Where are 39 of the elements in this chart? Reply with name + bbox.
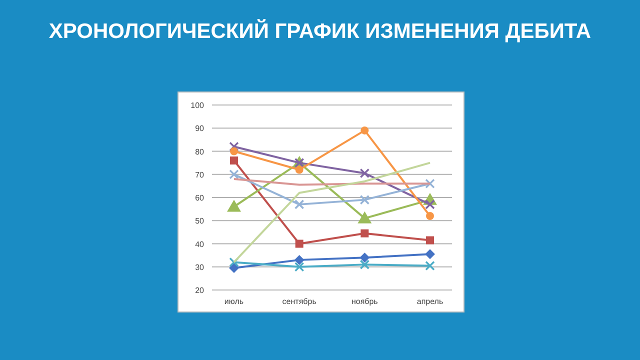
chart-title: ХРОНОЛОГИЧЕСКИЙ ГРАФИК ИЗМЕНЕНИЯ ДЕБИТА: [48, 18, 592, 43]
point: [294, 262, 304, 272]
point: [425, 200, 435, 210]
point: [425, 178, 435, 189]
point: [425, 249, 435, 260]
point: [295, 240, 304, 248]
y-tick-label: 30: [195, 262, 205, 272]
point: [360, 260, 370, 270]
point: [360, 229, 369, 238]
point: [425, 260, 435, 271]
point: [426, 236, 434, 244]
point: [230, 156, 238, 164]
point: [229, 257, 239, 268]
point: [360, 168, 370, 178]
point: [360, 194, 370, 205]
y-tick-label: 40: [195, 240, 205, 249]
point: [360, 252, 370, 263]
x-tick-label: июль: [224, 297, 244, 306]
y-tick-label: 70: [195, 170, 205, 180]
point: [294, 200, 304, 210]
x-tick-label: апрель: [416, 297, 444, 306]
point: [230, 147, 238, 156]
y-tick-label: 80: [195, 147, 205, 156]
point: [294, 254, 304, 265]
y-tick-label: 60: [195, 194, 205, 202]
line-series: [233, 162, 431, 264]
point: [358, 211, 372, 224]
x-tick-label: сентябрь: [282, 297, 316, 306]
point: [295, 166, 304, 174]
point: [227, 200, 241, 212]
point: [229, 169, 239, 180]
x-tick-label: ноябрь: [351, 297, 378, 306]
y-tick-label: 20: [195, 286, 205, 295]
y-tick-label: 90: [195, 124, 205, 134]
point: [426, 212, 434, 220]
y-tick-label: 50: [195, 216, 205, 226]
point: [229, 142, 239, 152]
point: [360, 126, 369, 134]
y-tick-label: 100: [190, 101, 205, 110]
